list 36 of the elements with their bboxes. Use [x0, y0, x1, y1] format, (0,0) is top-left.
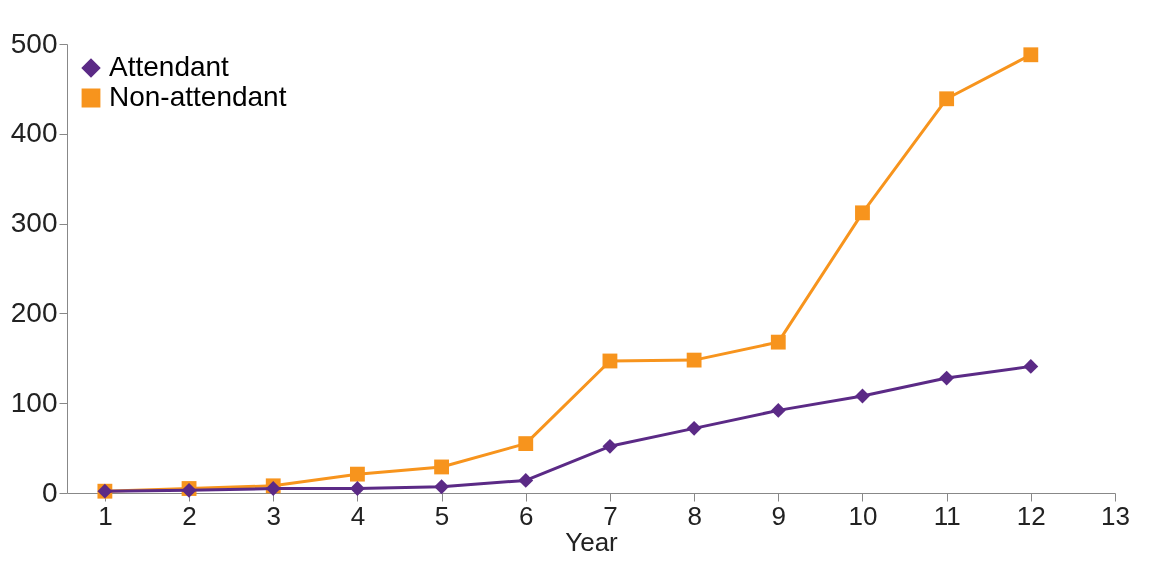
point: [349, 481, 365, 496]
point: [518, 436, 534, 452]
point: [686, 352, 702, 368]
x-tick-label: 10: [848, 500, 878, 531]
x-tick-label: 12: [1016, 500, 1046, 531]
legend-label: Non-attendant: [109, 81, 287, 112]
x-tick-label: 5: [434, 500, 450, 531]
point: [855, 205, 870, 221]
point: [770, 334, 786, 350]
point: [939, 370, 955, 386]
y-tick-label: 400: [10, 117, 58, 149]
x-tick-label: 6: [519, 500, 534, 531]
x-tick-label: 13: [1101, 500, 1130, 531]
x-tick-label: 8: [687, 500, 702, 531]
y-tick-label: 100: [10, 386, 58, 418]
point: [1023, 47, 1039, 63]
x-tick-label: 11: [933, 500, 961, 531]
y-tick-label: 300: [10, 207, 58, 239]
point: [939, 91, 955, 107]
x-tick-label: 4: [350, 500, 366, 531]
point: [518, 473, 534, 488]
x-tick-label: 2: [182, 500, 197, 531]
point: [349, 466, 365, 482]
point: [770, 402, 786, 418]
y-tick-label: 0: [41, 476, 58, 508]
y-tick-label: 200: [10, 296, 58, 328]
x-tick-label: 3: [266, 500, 281, 531]
y-tick-label: 500: [10, 27, 58, 59]
x-tick-label: 9: [771, 500, 787, 531]
point: [602, 438, 618, 454]
point: [686, 420, 702, 436]
legend-label: Attendant: [109, 51, 230, 82]
point: [434, 459, 449, 475]
x-tick-label: 1: [98, 500, 113, 531]
point: [434, 479, 449, 495]
point: [1023, 358, 1039, 374]
